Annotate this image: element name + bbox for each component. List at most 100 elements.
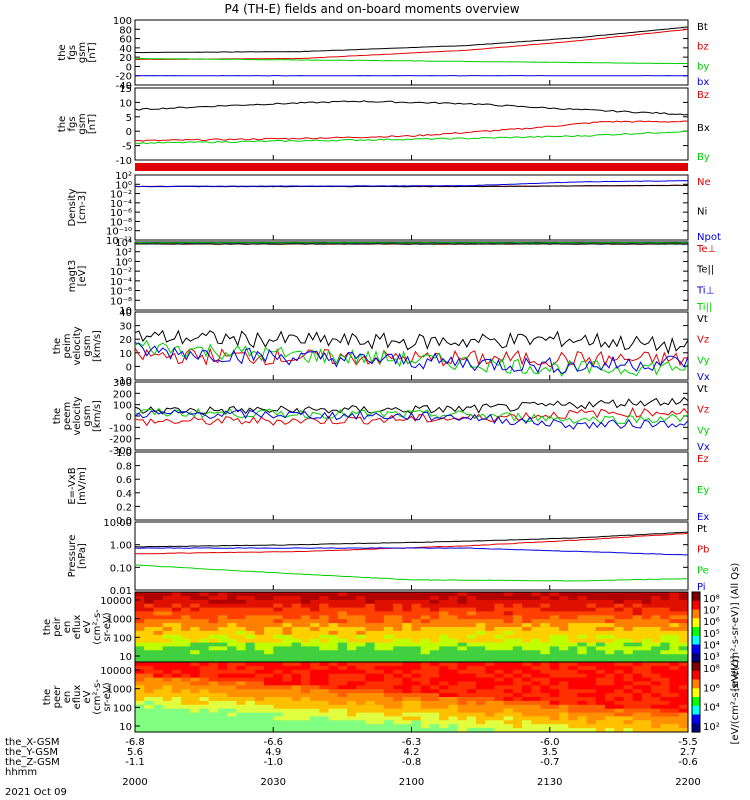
y-axis-label: the (42, 689, 53, 705)
spectrogram-cell (669, 611, 680, 616)
spectrogram-cell (512, 724, 523, 729)
spectrogram-cell (227, 658, 237, 663)
spectrogram-cell (595, 700, 606, 706)
spectrogram-cell (199, 619, 210, 624)
spectrogram-cell (411, 627, 422, 632)
spectrogram-cell (420, 619, 431, 624)
spectrogram-cell (319, 720, 329, 725)
spectrogram-cell (512, 677, 523, 682)
spectrogram-cell (208, 720, 219, 725)
spectrogram-cell (217, 619, 228, 624)
spectrogram-cell (549, 646, 560, 651)
spectrogram-cell (669, 685, 680, 690)
series-line-fgs_dsl-0 (134, 120, 689, 142)
spectrogram-cell (531, 646, 541, 651)
spectrogram-cell (291, 642, 302, 647)
x-row-value: -0.6 (678, 757, 698, 768)
spectrogram-cell (522, 646, 532, 651)
spectrogram-cell (328, 673, 339, 679)
spectrogram-cell (448, 642, 459, 647)
spectrogram-cell (632, 665, 643, 671)
spectrogram-cell (503, 642, 514, 647)
spectrogram-cell (531, 681, 541, 686)
spectrogram-cell (300, 646, 311, 651)
spectrogram-cell (595, 677, 606, 682)
spectrogram-cell (374, 623, 385, 628)
spectrogram-cell (641, 673, 652, 679)
legend-pressure-2: Pe (697, 565, 709, 576)
spectrogram-cell (190, 700, 200, 706)
spectrogram-cell (365, 677, 376, 682)
spectrogram-cell (208, 627, 219, 632)
spectrogram-cell (586, 697, 597, 702)
legend-peim_velocity-3: Vx (697, 372, 710, 383)
spectrogram-cell (383, 693, 394, 698)
spectrogram-cell (310, 592, 320, 597)
spectrogram-cell (199, 642, 210, 647)
spectrogram-cell (282, 607, 293, 612)
spectrogram-cell (559, 615, 569, 620)
spectrogram-cell (420, 700, 431, 706)
spectrogram-cell (162, 646, 173, 651)
spectrogram-cell (605, 685, 615, 690)
spectrogram-cell (374, 615, 385, 620)
spectrogram-cell (217, 708, 228, 714)
spectrogram-cell (245, 704, 256, 710)
spectrogram-cell (199, 611, 210, 616)
spectrogram-cell (420, 607, 431, 612)
spectrogram-cell (605, 619, 615, 624)
spectrogram-cell (264, 693, 274, 698)
spectrogram-cell (512, 697, 523, 702)
spectrogram-cell (439, 673, 449, 679)
spectrogram-cell (300, 619, 311, 624)
y-tick-label: 10² (115, 248, 132, 259)
spectrogram-cell (641, 599, 652, 605)
spectrogram-cell (282, 662, 293, 667)
legend-density-2: Npot (697, 232, 721, 243)
spectrogram-cell (494, 712, 505, 717)
spectrogram-cell (319, 677, 329, 682)
spectrogram-cell (614, 689, 624, 694)
spectrogram-cell (217, 697, 228, 702)
spectrogram-cell (227, 623, 237, 628)
spectrogram-cell (319, 607, 329, 612)
spectrogram-cell (577, 611, 588, 616)
spectrogram-cell (411, 642, 422, 647)
spectrogram-cell (171, 650, 182, 655)
spectrogram-cell (171, 693, 182, 698)
spectrogram-cell (485, 712, 495, 717)
y-tick-label: 5 (126, 113, 132, 124)
spectrogram-cell (162, 627, 173, 632)
spectrogram-cell (439, 704, 449, 710)
spectrogram-cell (512, 650, 523, 655)
spectrogram-cell (347, 646, 357, 651)
spectrogram-cell (568, 685, 578, 690)
y-axis-label: Pressure (67, 535, 78, 578)
spectrogram-cell (254, 658, 265, 663)
spectrogram-cell (144, 592, 154, 597)
spectrogram-cell (356, 630, 366, 636)
spectrogram-cell (549, 611, 560, 616)
spectrogram-cell (429, 662, 440, 667)
spectrogram-cell (420, 627, 431, 632)
spectrogram-cell (245, 708, 256, 714)
spectrogram-cell (420, 681, 431, 686)
spectrogram-cell (337, 611, 348, 616)
spectrogram-cell (236, 689, 247, 694)
spectrogram-cell (319, 634, 329, 640)
spectrogram-cell (162, 650, 173, 655)
spectrogram-cell (411, 646, 422, 651)
spectrogram-cell (614, 630, 624, 636)
spectrogram-cell (605, 638, 615, 644)
spectrogram-cell (356, 697, 366, 702)
spectrogram-cell (568, 650, 578, 655)
colorbar-segment (692, 679, 700, 689)
spectrogram-cell (531, 689, 541, 694)
spectrogram-cell (605, 595, 615, 601)
spectrogram-cell (614, 615, 624, 620)
spectrogram-cell (641, 607, 652, 612)
spectrogram-cell (374, 658, 385, 663)
spectrogram-cell (420, 669, 431, 675)
colorbar-segment (692, 627, 700, 637)
spectrogram-cell (236, 681, 247, 686)
